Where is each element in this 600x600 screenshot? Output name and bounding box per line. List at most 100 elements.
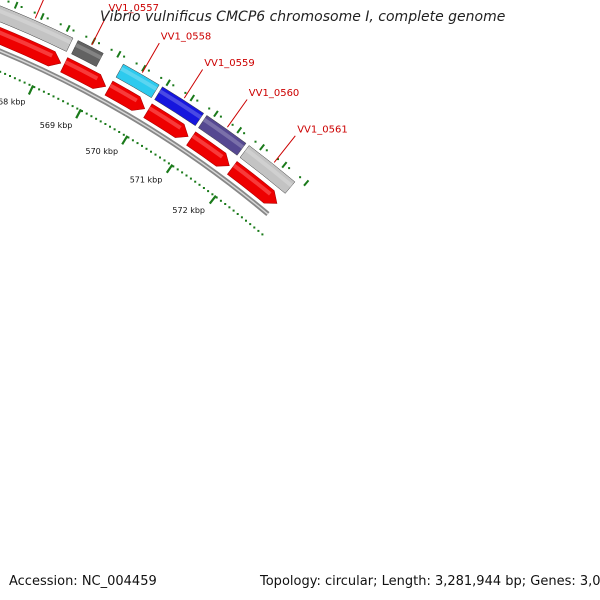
outer-gene-block: [71, 40, 104, 67]
map-title: Vibrio vulnificus CMCP6 chromosome I, co…: [100, 9, 506, 25]
genome-summary-text: Topology: circular; Length: 3,281,944 bp…: [260, 574, 600, 589]
ruler-minor-tick: [181, 171, 184, 174]
ruler-minor-tick: [172, 165, 175, 168]
ruler-minor-tick: [81, 110, 83, 113]
ruler-minor-tick: [159, 156, 161, 159]
ruler-minor-tick: [224, 203, 227, 205]
outer-minor-tick: [299, 176, 302, 179]
gene-leader-line: [141, 42, 160, 73]
outer-minor-tick: [98, 42, 100, 45]
outer-major-tick: [189, 94, 196, 102]
kbp-label: 571 kbp: [130, 176, 163, 185]
outer-minor-tick: [243, 132, 246, 135]
ruler-minor-tick: [109, 125, 111, 128]
outer-minor-tick: [208, 107, 211, 110]
gene-label: VV1_0561: [297, 125, 348, 136]
outer-major-tick: [213, 110, 219, 118]
ruler-minor-tick: [207, 190, 210, 193]
gene-leader-line: [183, 69, 204, 99]
ruler-minor-tick: [228, 206, 231, 209]
outer-major-tick: [39, 12, 45, 21]
outer-minor-tick: [219, 115, 222, 118]
chromosome-backbone: [0, 48, 270, 217]
ruler-minor-tick: [245, 219, 247, 222]
outer-minor-tick: [20, 6, 23, 8]
ruler-minor-tick: [23, 81, 26, 84]
ruler-minor-tick: [163, 159, 166, 162]
ruler-minor-tick: [42, 90, 45, 93]
ruler-minor-tick: [211, 193, 214, 196]
ruler-minor-tick: [240, 216, 243, 219]
outer-major-tick: [13, 1, 19, 9]
outer-major-tick: [259, 143, 265, 151]
outer-minor-tick: [265, 149, 268, 152]
outer-minor-tick: [135, 62, 138, 65]
outer-major-tick: [281, 161, 288, 169]
ruler-minor-tick: [76, 107, 79, 110]
ruler-minor-tick: [194, 180, 197, 183]
outer-major-tick: [116, 50, 122, 58]
outer-major-tick: [165, 79, 171, 87]
ruler-minor-tick: [13, 77, 16, 80]
ruler-minor-tick: [232, 209, 235, 212]
ruler-minor-tick: [167, 162, 170, 165]
ruler-minor-tick: [57, 97, 60, 100]
ruler-minor-tick: [261, 233, 264, 236]
outer-minor-tick: [123, 55, 126, 58]
outer-minor-tick: [7, 0, 10, 3]
outer-gene-block: [115, 63, 160, 99]
outer-minor-tick: [85, 35, 88, 38]
ruler-minor-tick: [215, 196, 218, 199]
forward-gene-highlight: [64, 60, 99, 81]
ruler-minor-tick: [47, 93, 50, 95]
outer-gene-highlight: [119, 66, 158, 91]
ruler-minor-tick: [253, 226, 256, 229]
ruler-minor-tick: [113, 128, 116, 131]
outer-gene-block: [154, 86, 205, 127]
kbp-label: 570 kbp: [85, 147, 118, 156]
ruler-minor-tick: [66, 102, 69, 105]
ruler-minor-tick: [71, 105, 74, 108]
kbp-major-tick: [121, 135, 129, 145]
outer-minor-tick: [160, 76, 163, 79]
outer-minor-tick: [46, 17, 49, 20]
ruler-minor-tick: [249, 223, 252, 226]
ruler-minor-tick: [141, 144, 143, 147]
ruler-minor-tick: [62, 100, 65, 103]
ruler-minor-tick: [150, 150, 152, 153]
outer-minor-tick: [196, 99, 199, 102]
outer-minor-tick: [231, 123, 234, 126]
outer-major-tick: [236, 126, 243, 134]
ruler-minor-tick: [202, 187, 205, 189]
ruler-minor-tick: [85, 112, 88, 115]
outer-minor-tick: [288, 167, 291, 170]
outer-minor-tick: [147, 69, 150, 72]
kbp-label: 569 kbp: [40, 121, 73, 130]
ruler-minor-tick: [257, 229, 260, 232]
ruler-minor-tick: [189, 177, 192, 180]
kbp-major-tick: [165, 163, 174, 174]
ruler-minor-tick: [136, 142, 139, 145]
gene-label: VV1_0558: [161, 32, 212, 43]
backbone-highlight: [0, 50, 269, 215]
kbp-major-tick: [208, 195, 217, 205]
ruler-minor-tick: [52, 95, 55, 98]
kbp-major-tick: [75, 108, 82, 119]
outer-gene-highlight: [75, 43, 102, 60]
outer-gene-highlight: [202, 117, 245, 149]
gene-leader-line: [91, 14, 108, 46]
ruler-minor-tick: [236, 213, 239, 215]
ruler-minor-tick: [104, 123, 107, 125]
ruler-minor-tick: [176, 168, 179, 171]
gene-tracks: [0, 5, 296, 204]
kbp-major-tick: [27, 84, 35, 95]
outer-minor-tick: [110, 48, 113, 51]
outer-gene-highlight: [0, 9, 72, 45]
outer-gene-block: [239, 145, 296, 194]
outer-gene-highlight: [158, 89, 202, 120]
ruler-minor-tick: [99, 120, 102, 123]
ruler-minor-tick: [122, 133, 125, 136]
gene-leader-line: [226, 99, 248, 128]
ruler-minor-tick: [154, 153, 157, 156]
